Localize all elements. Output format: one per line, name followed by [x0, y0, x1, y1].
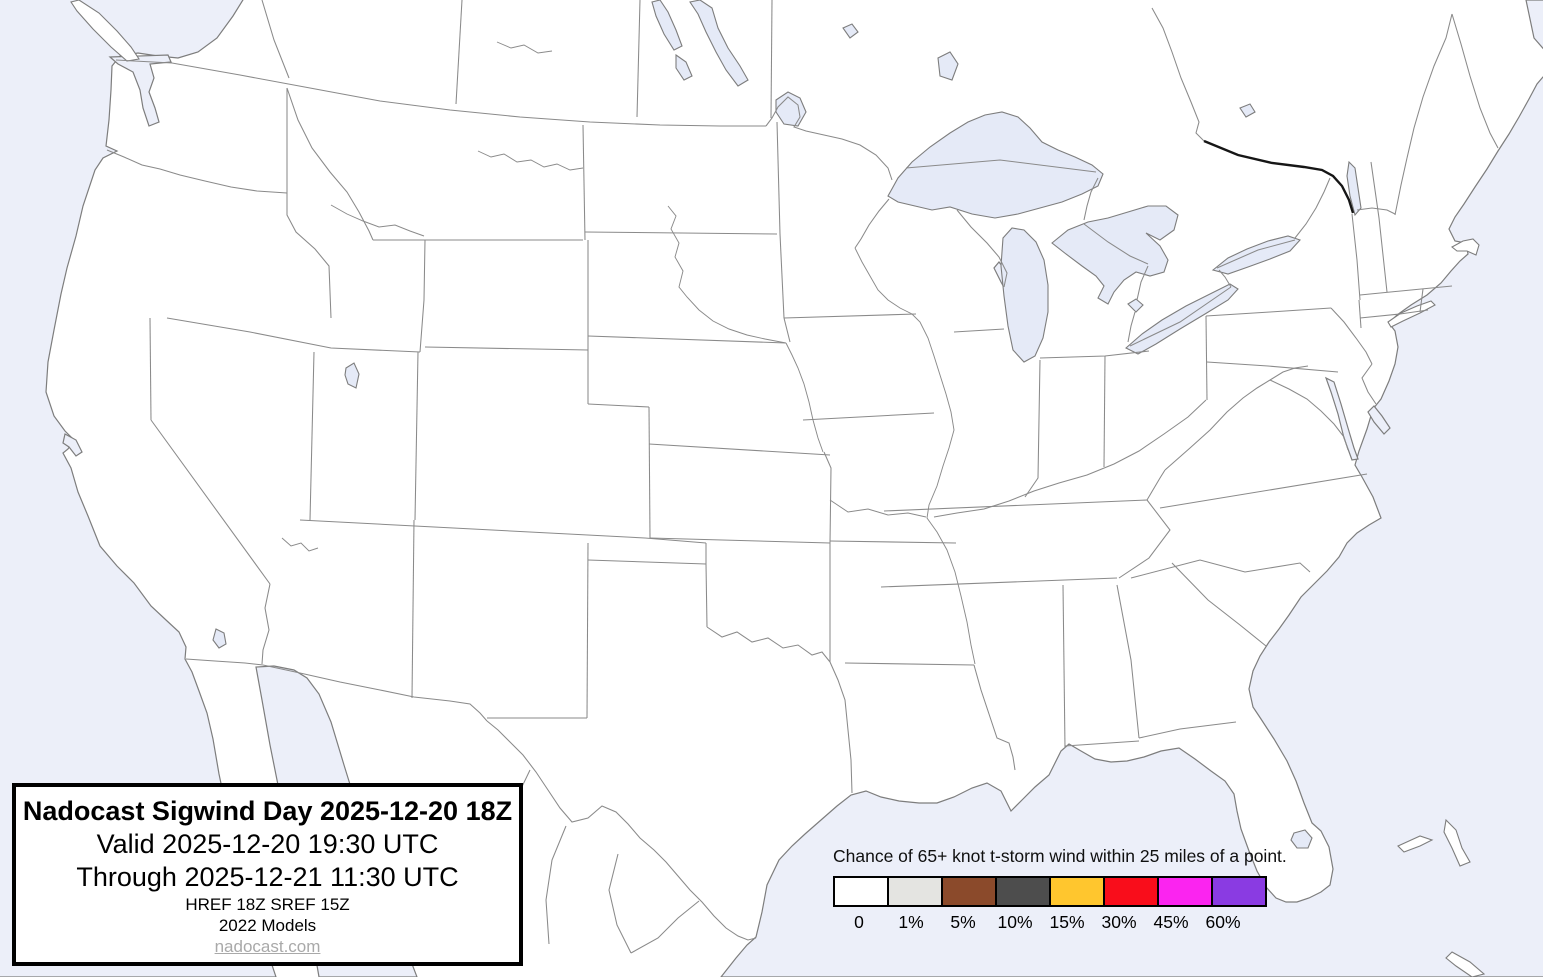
- detroit-river: [1127, 311, 1136, 343]
- lake-winnipegosis: [675, 53, 693, 81]
- legend-label-60: 60%: [1205, 912, 1241, 932]
- legend-label-0: 0: [854, 912, 864, 932]
- forecast-title: Nadocast Sigwind Day 2025-12-20 18Z: [22, 796, 513, 826]
- lake-st-clair: [1127, 298, 1144, 313]
- us-mexico-border-california: [185, 658, 264, 666]
- legend-swatch-30: [1103, 876, 1159, 907]
- canadian-lake: [842, 23, 859, 39]
- st-lawrence-river: [1294, 177, 1331, 239]
- lake-champlain: [1346, 160, 1362, 217]
- ontario-quebec-border: [1151, 7, 1205, 142]
- maine-nh-border: [1394, 157, 1408, 216]
- mexico-state-line-4: [630, 900, 700, 954]
- rivers: [281, 41, 976, 665]
- missouri-river-dakotas: [667, 205, 787, 344]
- bc-alberta-border: [261, 0, 290, 79]
- cape-cod: [1451, 238, 1480, 256]
- missouri-river-missouri: [829, 499, 927, 518]
- bahamas-island-2: [1443, 818, 1471, 867]
- maine-quebec-border: [1406, 13, 1453, 159]
- canadian-lake-2: [1239, 103, 1256, 118]
- lake-nipigon: [937, 51, 959, 81]
- border-through-lake-erie: [1129, 286, 1232, 347]
- state-borders: [106, 87, 1453, 794]
- alberta-saskatchewan-border: [455, 0, 463, 105]
- legend-labels: 0 1% 5% 10% 15% 30% 45% 60%: [833, 912, 1273, 933]
- legend-swatch-0: [833, 876, 889, 907]
- model-sources: HREF 18Z SREF 15Z: [185, 895, 350, 914]
- mexico-state-line-3: [608, 853, 632, 954]
- st-marys-river: [1083, 177, 1099, 221]
- chesapeake-bay: [1324, 376, 1359, 461]
- delaware-bay: [1367, 405, 1391, 435]
- legend-label-30: 30%: [1101, 912, 1137, 932]
- missouri-river-montana: [477, 150, 584, 171]
- mississippi-river: [854, 247, 976, 665]
- border-through-lake-superior: [905, 159, 1097, 173]
- san-francisco-bay: [62, 433, 83, 457]
- salton-sea: [212, 628, 227, 649]
- legend-swatch-10: [995, 876, 1051, 907]
- legend-label-1: 1%: [898, 912, 924, 932]
- legend-label-15: 15%: [1049, 912, 1085, 932]
- us-canada-border-west: [115, 59, 766, 127]
- canadian-river-squiggle: [496, 41, 553, 54]
- lake-manitoba: [651, 0, 683, 51]
- lake-michigan: [1000, 227, 1049, 363]
- through-time: Through 2025-12-21 11:30 UTC: [76, 862, 459, 892]
- minor-lakes: [212, 0, 1362, 849]
- legend-label-5: 5%: [950, 912, 976, 932]
- st-clair-river: [1136, 265, 1149, 301]
- nadocast-site-link[interactable]: nadocast.com: [214, 937, 321, 956]
- missouri-river-nebraska: [785, 342, 824, 453]
- lake-superior: [887, 111, 1104, 219]
- border-through-lake-huron: [1083, 223, 1149, 265]
- legend-swatch-45: [1157, 876, 1213, 907]
- maine-new-brunswick-border: [1451, 13, 1499, 149]
- legend-swatch-60: [1211, 876, 1267, 907]
- probability-legend: Chance of 65+ knot t-storm wind within 2…: [833, 846, 1287, 933]
- snake-river: [330, 204, 425, 237]
- valid-time: Valid 2025-12-20 19:30 UTC: [96, 829, 439, 859]
- lake-ontario: [1211, 235, 1301, 275]
- lake-of-the-woods: [775, 91, 807, 127]
- legend-label-45: 45%: [1153, 912, 1189, 932]
- saskatchewan-manitoba-border: [636, 0, 641, 118]
- legend-swatch-15: [1049, 876, 1105, 907]
- long-island: [1387, 300, 1436, 328]
- legend-label-10: 10%: [997, 912, 1033, 932]
- us-canada-border-minnesota: [765, 96, 893, 181]
- model-year: 2022 Models: [218, 916, 317, 935]
- niagara-river: [1218, 269, 1232, 288]
- legend-swatches: [833, 876, 1273, 907]
- mexico-state-line-2: [545, 825, 567, 945]
- bahamas-island-3: [1445, 951, 1486, 977]
- border-through-lake-ontario: [1216, 239, 1296, 269]
- great-salt-lake: [344, 362, 360, 389]
- forecast-title-box: Nadocast Sigwind Day 2025-12-20 18Z Vali…: [12, 783, 523, 966]
- legend-swatch-1: [887, 876, 943, 907]
- lake-winnipeg: [689, 0, 749, 87]
- us-canada-border-st-lawrence: [1203, 139, 1355, 214]
- legend-swatch-5: [941, 876, 997, 907]
- legend-title: Chance of 65+ knot t-storm wind within 2…: [833, 846, 1287, 866]
- rio-grande-border: [486, 720, 757, 941]
- bahamas-island-1: [1397, 835, 1434, 853]
- colorado-river: [281, 537, 319, 552]
- border-45n: [1356, 207, 1396, 215]
- manitoba-ontario-border: [770, 0, 773, 119]
- lake-huron: [1051, 205, 1179, 305]
- lake-okeechobee: [1290, 829, 1313, 849]
- us-mexico-border-arizona-nm: [262, 664, 488, 722]
- international-and-provincial-borders: [115, 0, 1499, 963]
